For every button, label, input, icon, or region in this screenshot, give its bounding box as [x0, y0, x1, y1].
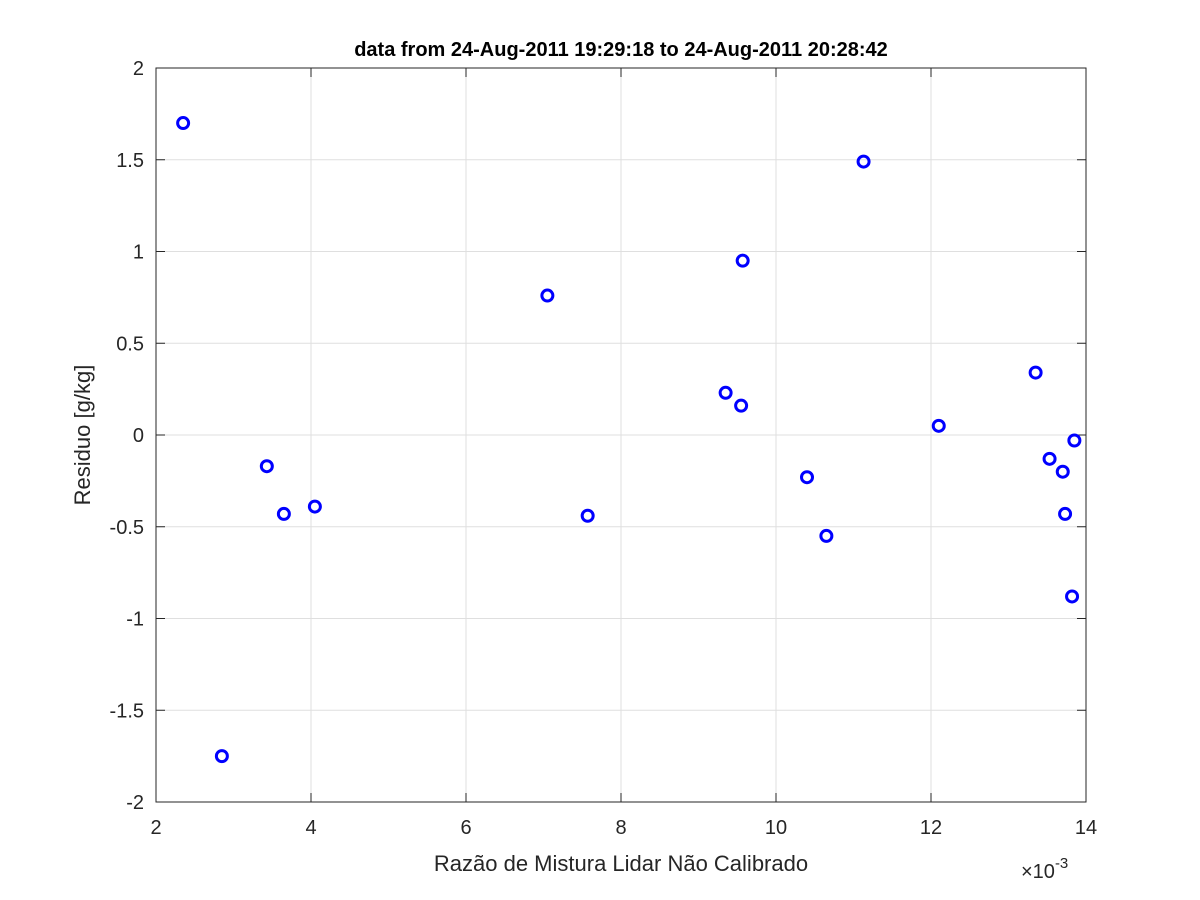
y-tick-label: 1	[133, 242, 144, 264]
data-point	[819, 528, 834, 543]
data-point	[856, 154, 871, 169]
data-point	[307, 499, 322, 514]
data-point	[259, 459, 274, 474]
x-tick-label: 2	[150, 817, 161, 839]
x-tick-label: 14	[1075, 817, 1097, 839]
data-point	[1067, 433, 1082, 448]
y-tick-label: -1.5	[110, 700, 144, 722]
x-tick-label: 4	[305, 817, 316, 839]
data-point	[176, 116, 191, 131]
data-point	[580, 508, 595, 523]
data-point	[1058, 506, 1073, 521]
data-point	[1065, 589, 1080, 604]
data-point	[734, 398, 749, 413]
data-point	[931, 418, 946, 433]
x-tick-label: 8	[615, 817, 626, 839]
y-tick-label: 0.5	[116, 333, 144, 355]
y-tick-label: -0.5	[110, 517, 144, 539]
data-point	[540, 288, 555, 303]
y-tick-label: -1	[126, 609, 144, 631]
x-tick-label: 6	[460, 817, 471, 839]
data-point	[718, 385, 733, 400]
data-point	[214, 749, 229, 764]
ticks: 2 4 6 8 10 12 14 -2 -1.5 -1 -0.5 0 0.5 1 1.5 2	[110, 58, 1098, 839]
x-exponent-power: -3	[1055, 855, 1068, 872]
grid	[155, 67, 1087, 803]
y-axis-label: Residuo [g/kg]	[70, 365, 95, 506]
data-point	[800, 470, 814, 485]
y-tick-label: 0	[133, 425, 144, 447]
data-point	[1055, 464, 1070, 479]
x-axis-label: Razão de Mistura Lidar Não Calibrado	[434, 851, 808, 876]
y-tick-label: 2	[133, 58, 144, 80]
data-point	[1042, 451, 1057, 466]
x-exponent-multiplier: ×10-3	[1021, 855, 1068, 883]
x-tick-label: 10	[765, 817, 787, 839]
x-tick-label: 12	[920, 817, 942, 839]
y-tick-label: 1.5	[116, 150, 144, 172]
data-points	[176, 116, 1082, 764]
data-point	[1028, 365, 1043, 380]
data-point	[735, 253, 750, 268]
x-exponent-base: ×10	[1021, 861, 1055, 883]
y-tick-label: -2	[126, 792, 144, 814]
chart-title: data from 24-Aug-2011 19:29:18 to 24-Aug…	[354, 39, 888, 61]
data-point	[276, 506, 291, 521]
